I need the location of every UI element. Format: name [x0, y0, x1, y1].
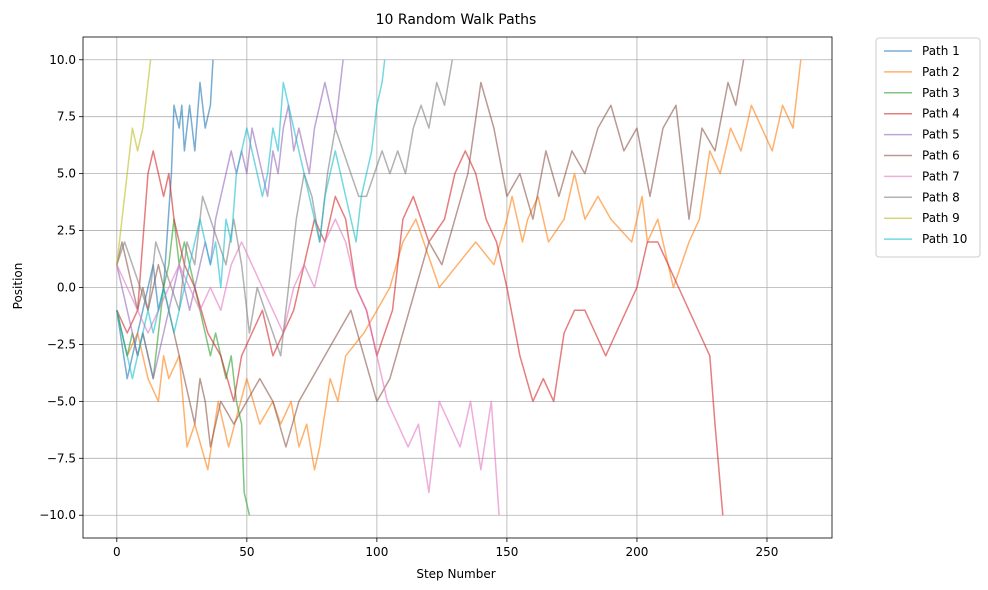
legend-label: Path 1	[922, 44, 960, 58]
legend: Path 1 Path 2 Path 3 Path 4 Path 5 Path 6 Path…	[875, 37, 981, 258]
x-tick-label: 100	[365, 545, 388, 559]
y-tick-label: −5.0	[47, 394, 76, 408]
legend-label: Path 6	[922, 149, 960, 163]
x-tick-label: 150	[495, 545, 518, 559]
chart-title: 10 Random Walk Paths	[376, 12, 537, 28]
legend-label: Path 10	[922, 232, 967, 246]
x-tick-label: 250	[756, 545, 779, 559]
legend-label: Path 4	[922, 107, 960, 121]
y-tick-label: 10.0	[49, 53, 76, 67]
series-line-path-4	[116, 150, 724, 516]
series-line-path-1	[116, 59, 214, 380]
y-tick-label: 7.5	[57, 110, 76, 124]
series-line-path-3	[116, 218, 251, 516]
legend-label: Path 8	[922, 190, 960, 204]
x-tick-label: 200	[625, 545, 648, 559]
y-axis-label: Position	[11, 263, 25, 310]
y-tick-label: −2.5	[47, 337, 76, 351]
y-tick-label: 5.0	[57, 167, 76, 181]
y-tick-label: 2.5	[57, 224, 76, 238]
series-line-path-2	[116, 59, 802, 471]
ticks: 0 50 100 150 200 250 −10.0 −7.5 −5.0 −2.5 0.0 2.5 5.…	[39, 53, 778, 559]
series-line-path-7	[116, 218, 500, 516]
x-axis-label: Step Number	[416, 567, 495, 581]
series-line-path-5	[116, 59, 344, 380]
series-line-path-10	[116, 59, 386, 380]
legend-label: Path 7	[922, 169, 960, 183]
legend-label: Path 5	[922, 128, 960, 142]
y-tick-label: 0.0	[57, 281, 76, 295]
x-tick-label: 50	[239, 545, 254, 559]
legend-label: Path 3	[922, 86, 960, 100]
series-line-path-9	[116, 59, 152, 265]
y-tick-label: −7.5	[47, 451, 76, 465]
legend-label: Path 2	[922, 65, 960, 79]
series-line-path-8	[116, 59, 454, 357]
x-tick-label: 0	[113, 545, 121, 559]
series-layer	[116, 59, 802, 516]
legend-label: Path 9	[922, 211, 960, 225]
y-tick-label: −10.0	[39, 508, 76, 522]
